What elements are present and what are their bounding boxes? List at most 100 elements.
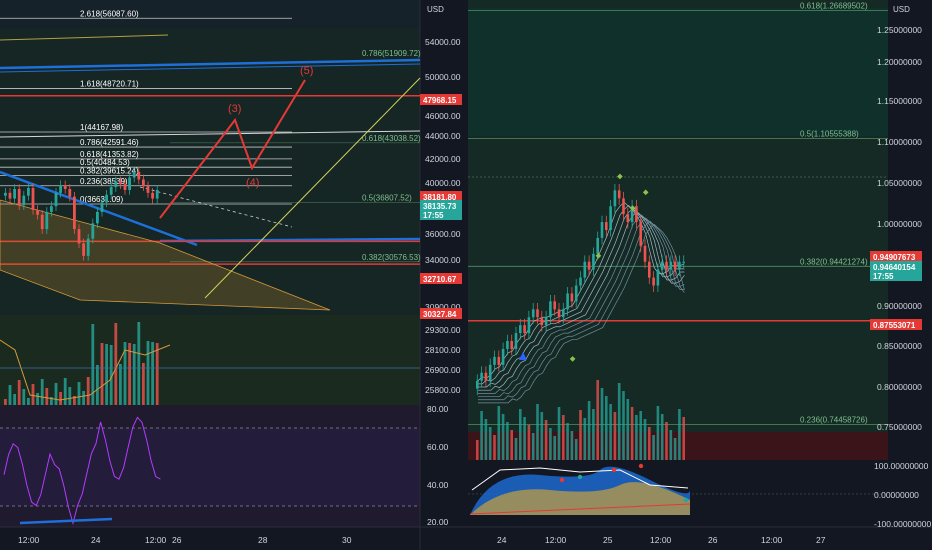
left-time-tick: 28 — [258, 535, 268, 545]
right-fib-label: 0.382(0.94421274) — [800, 257, 868, 266]
right-price-tick: 0.75000000 — [877, 422, 922, 432]
left-price-tag-text: 38181.80 — [423, 193, 457, 202]
left-price-tag-text: 32710.67 — [423, 275, 457, 284]
candle-body — [549, 301, 552, 318]
left-price-tick: 36000.00 — [425, 229, 461, 239]
right-fib-label: 0.5(1.10555388) — [800, 129, 859, 138]
volume-bar — [137, 322, 141, 405]
right-time-tick: 24 — [497, 535, 507, 545]
right-price-tick: 0.80000000 — [877, 382, 922, 392]
left-price-tick: 30900.00 — [425, 302, 461, 312]
candle-body — [643, 245, 647, 262]
buy-signal-triangle — [519, 352, 527, 360]
candle-body — [566, 293, 569, 310]
left-volume-pane — [0, 315, 420, 405]
left-top-band — [0, 0, 420, 28]
left-price-tag — [420, 94, 462, 105]
candle-body — [114, 181, 118, 188]
volume-bar — [8, 385, 12, 405]
volume-bar — [639, 411, 642, 460]
candle-body — [609, 206, 612, 230]
volume-bar — [531, 433, 535, 460]
left-currency-label: USD — [427, 5, 444, 14]
right-fib-zone-bottom — [468, 432, 888, 460]
right-price-tag — [870, 261, 922, 272]
ma-ribbon-line — [478, 211, 685, 391]
left-price-tag-text: 47968.15 — [423, 96, 457, 105]
volume-bar — [656, 406, 660, 460]
candle-body — [105, 194, 108, 203]
candle-body — [587, 261, 591, 270]
osc-tick: -100.00000000 — [874, 519, 931, 529]
candle-body — [146, 186, 150, 193]
candle-body — [13, 189, 16, 199]
volume-bar — [660, 414, 664, 460]
volume-bar — [119, 364, 122, 405]
fib-level-label: 0.236(38539) — [80, 177, 128, 186]
left-time-tick: 30 — [342, 535, 352, 545]
candle-body — [45, 211, 49, 230]
volume-bar — [86, 377, 90, 405]
ma-ribbon-line — [477, 201, 685, 381]
candle-body — [635, 206, 638, 223]
right-price-tick: 1.20000000 — [877, 57, 922, 67]
candle-body — [630, 206, 634, 223]
left-price-tick: 44000.00 — [425, 131, 461, 141]
volume-bar — [22, 389, 26, 405]
volume-bar — [622, 391, 625, 460]
fib-level-label: 0.618(41353.82) — [80, 150, 139, 159]
candle-body — [59, 185, 62, 193]
right-price-tick: 1.15000000 — [877, 96, 922, 106]
candle-body — [626, 214, 630, 223]
candle-body — [100, 202, 104, 212]
right-price-tag — [870, 270, 922, 281]
osc-dot — [577, 474, 583, 480]
volume-bar — [600, 388, 604, 460]
candle-body — [109, 187, 113, 195]
candle-body — [540, 317, 544, 326]
osc-tick: 0.00000000 — [874, 490, 919, 500]
right-fib-zone-top — [468, 8, 888, 136]
rsi-tick: 80.00 — [427, 404, 449, 414]
candle-body — [142, 179, 145, 187]
volume-bar — [613, 412, 617, 460]
candle-body — [600, 222, 604, 238]
right-time-tick: 25 — [603, 535, 613, 545]
right-price-tick: 0.90000000 — [877, 301, 922, 311]
left-price-tick: 42000.00 — [425, 154, 461, 164]
candle-body — [596, 237, 599, 254]
volume-bar — [592, 409, 595, 460]
volume-bar — [36, 393, 39, 405]
volume-bar — [123, 342, 127, 405]
candle-body — [544, 317, 548, 326]
volume-bar — [17, 380, 21, 405]
candle-body — [574, 285, 578, 302]
osc-red-line — [469, 503, 691, 515]
volume-bar — [562, 415, 565, 460]
candle-body — [553, 301, 556, 310]
volume-bar — [506, 422, 509, 460]
volume-bar — [626, 399, 630, 460]
candle-body — [50, 206, 53, 212]
candle-body — [22, 195, 26, 206]
osc-dot — [638, 463, 644, 469]
volume-bar — [480, 411, 483, 460]
candle-body — [36, 210, 39, 215]
candle-body — [669, 261, 673, 270]
signal-marker — [617, 173, 623, 180]
rsi-tick: 40.00 — [427, 480, 449, 490]
fib-extension-label: 0.618(43038.52) — [362, 134, 421, 143]
volume-bar — [476, 440, 479, 460]
volume-bar — [510, 430, 513, 460]
left-price-tag — [420, 191, 462, 202]
candle-body — [527, 317, 531, 334]
volume-bar — [583, 418, 587, 460]
right-time-tick: 12:00 — [650, 535, 672, 545]
volume-bar — [596, 380, 599, 460]
volume-bar — [77, 382, 81, 405]
volume-bar — [27, 398, 30, 405]
fib-extension-label: 0.382(30576.53) — [362, 253, 421, 262]
volume-ma-line — [0, 339, 171, 401]
volume-bar — [96, 365, 99, 405]
candle-body — [592, 253, 595, 270]
